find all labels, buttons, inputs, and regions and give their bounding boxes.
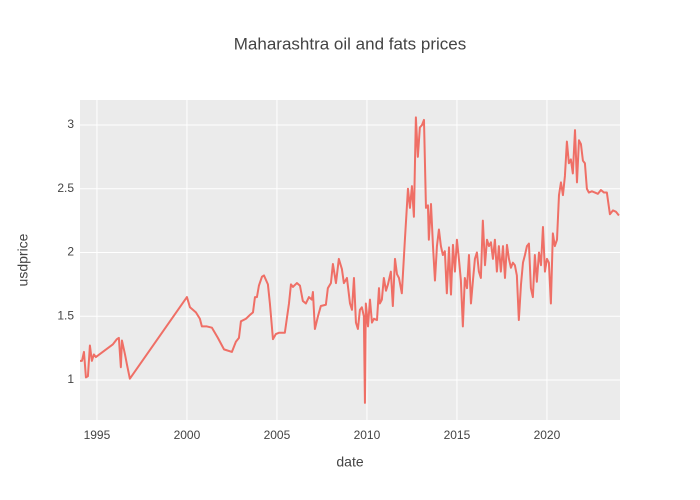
y-tick-label: 2.5 bbox=[57, 181, 74, 195]
x-tick-label: 2005 bbox=[264, 428, 291, 442]
x-tick-label: 2015 bbox=[444, 428, 471, 442]
y-tick-label: 1.5 bbox=[57, 308, 74, 322]
x-axis-title: date bbox=[336, 454, 363, 470]
y-tick-label: 2 bbox=[67, 245, 74, 259]
x-tick-label: 1995 bbox=[84, 428, 111, 442]
x-tick-label: 2000 bbox=[174, 428, 201, 442]
chart-title: Maharashtra oil and fats prices bbox=[234, 34, 466, 53]
line-series bbox=[80, 116, 620, 404]
y-tick-label: 1 bbox=[67, 372, 74, 386]
y-tick-label: 3 bbox=[67, 117, 74, 131]
marks bbox=[80, 116, 620, 404]
x-tick-label: 2020 bbox=[534, 428, 561, 442]
x-tick-label: 2010 bbox=[354, 428, 381, 442]
y-axis-title: usdprice bbox=[15, 233, 31, 286]
